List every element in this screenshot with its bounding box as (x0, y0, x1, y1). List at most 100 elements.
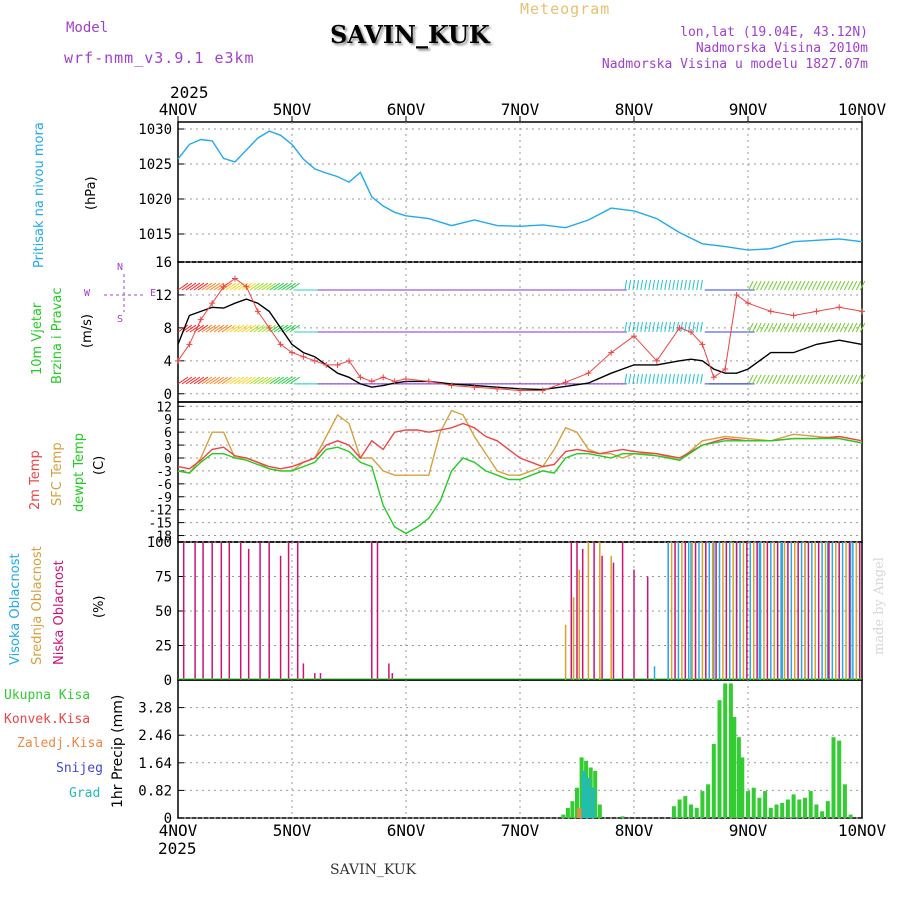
wind-barb (285, 324, 296, 333)
wind-barb (815, 280, 822, 291)
wind-barb (652, 322, 655, 333)
precip-bar-ukupnakisa (837, 740, 842, 818)
wind-barb (811, 374, 818, 385)
precip-bar-ukupnakisa (565, 807, 570, 818)
wind-barb (768, 322, 774, 333)
wind-gust-marker (232, 275, 238, 282)
precip-ytick-label: 0 (164, 811, 172, 827)
precip-bar-ukupnakisa (723, 683, 728, 818)
wind-barb (859, 322, 866, 333)
wind-barb (799, 280, 806, 291)
wind-barb (640, 373, 643, 384)
cloud-ytick-label: 50 (155, 604, 172, 620)
wind-gust-marker (334, 361, 341, 368)
wind-barb (265, 282, 276, 291)
wind-barb (277, 324, 288, 333)
precip-bar-ukupnakisa (579, 757, 584, 818)
wind-barb (676, 280, 679, 291)
wind-barb (855, 322, 862, 333)
wind-rose-e: E (150, 288, 157, 299)
precip-bar-ukupnakisa (814, 804, 819, 818)
wind-barb (273, 324, 284, 333)
temp-ytick-label: -6 (156, 478, 172, 493)
wind-gust-line (177, 277, 863, 391)
wind-barb (628, 280, 632, 291)
wind-barb (652, 280, 655, 291)
t2m-line (177, 422, 863, 470)
wind-gust-marker (243, 283, 250, 290)
wind-barb (756, 374, 762, 385)
wind-gust-marker (220, 283, 227, 290)
precip-bar-ukupnakisa (597, 804, 602, 818)
wind-barb (700, 373, 703, 384)
wind-barb (177, 282, 189, 291)
wind-barb (788, 374, 794, 385)
wind-barb (752, 374, 758, 385)
temp-ytick-label: 9 (164, 413, 172, 428)
wind-barb (752, 322, 758, 333)
wind-barb (684, 373, 687, 384)
wind-barb (672, 373, 675, 384)
wind-barb (656, 373, 659, 384)
wind-barb (827, 322, 834, 333)
wind-barb (851, 280, 858, 291)
lonlat-label: lon,lat (19.04E, 43.12N) (680, 25, 868, 40)
wind-barb (768, 280, 774, 291)
wind-barb (768, 374, 774, 385)
wind-ytick-label: 0 (164, 387, 172, 403)
wind-barb (209, 282, 221, 291)
wind-barb (680, 280, 683, 291)
wind-barb (831, 280, 838, 291)
x-tick-label-top: 5NOV (273, 100, 312, 119)
precip-bar-ukupnakisa (842, 784, 847, 818)
wind-barb (764, 322, 770, 333)
precip-bar-ukupnakisa (700, 791, 705, 818)
wind-barb (843, 374, 850, 385)
wind-barb (764, 374, 770, 385)
wind-barb (640, 322, 643, 333)
wind-barb (209, 324, 221, 333)
wind-barb (277, 376, 288, 385)
wind-barb (664, 373, 667, 384)
precip-ytick-label: 0.82 (138, 783, 172, 799)
temp-ytick-label: -18 (149, 530, 172, 545)
wind-gust-marker (608, 349, 615, 356)
wind-barb (632, 280, 636, 291)
wind-barb (656, 280, 659, 291)
wind-barb (660, 373, 663, 384)
wind-barb (859, 374, 866, 385)
wind-barb (205, 324, 217, 333)
wind-barb (640, 280, 643, 291)
wind-barb (181, 376, 193, 385)
wind-barb (784, 322, 790, 333)
wind-barb (241, 376, 252, 385)
temp-ytick-label: 3 (164, 439, 172, 454)
precip-bar-ukupnakisa (820, 811, 825, 818)
cloud-ytick-label: 25 (155, 639, 172, 655)
wind-barb (664, 322, 667, 333)
precip-bar-ukupnakisa (689, 804, 693, 818)
product-title: Meteogram (520, 0, 611, 18)
wind-barb (760, 322, 766, 333)
elevation-label: Nadmorska Visina 2010m (695, 41, 868, 56)
wind-barb (692, 322, 695, 333)
precip-bar-ukupnakisa (757, 797, 762, 818)
wind-barb (815, 322, 822, 333)
wind-barb (780, 374, 786, 385)
wind-barb (668, 280, 671, 291)
wind-barb (177, 376, 189, 385)
wind-barb (285, 376, 296, 385)
wind-barb (636, 373, 639, 384)
x-tick-label-bottom: 8NOV (615, 821, 654, 840)
wind-rose-s: S (117, 314, 124, 325)
wind-barb (253, 324, 264, 333)
wind-barb (233, 324, 245, 333)
wind-barb (780, 322, 786, 333)
wind-barb (245, 324, 256, 333)
precip-bar-grad (586, 777, 591, 818)
wind-gust-marker (494, 385, 501, 392)
precip-bar-ukupnakisa (825, 801, 830, 818)
wind-barb (648, 322, 651, 333)
wind-barb (289, 376, 300, 385)
wind-barb (261, 324, 272, 333)
